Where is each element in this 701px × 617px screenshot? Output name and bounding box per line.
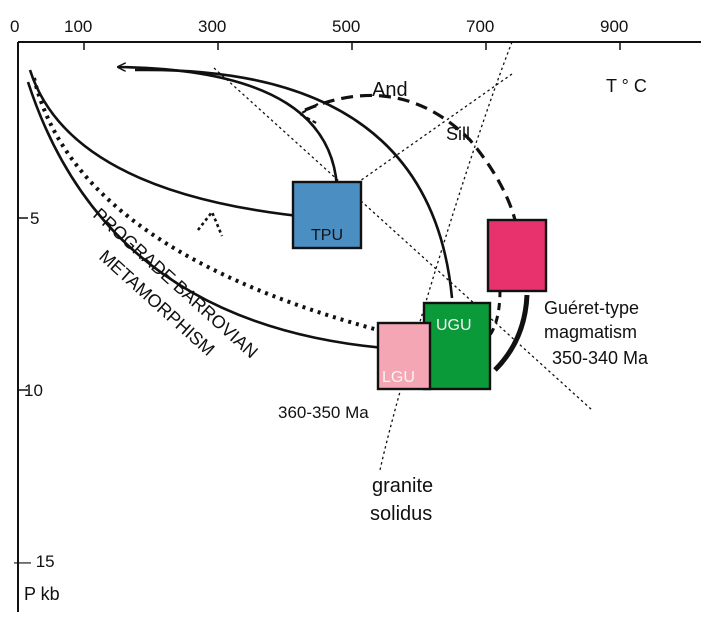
x-axis-label: T ° C: [606, 76, 647, 96]
solidus-label-line1: granite: [372, 475, 433, 497]
y-axis-label: P kb: [24, 584, 60, 604]
andalusite-sillimanite-line: [349, 73, 513, 189]
gueret-dashed-link: [488, 289, 502, 336]
ugu-label: UGU: [436, 317, 472, 334]
tpu-box: [291, 180, 363, 250]
y-tick-label: — 15: [14, 552, 55, 571]
solidus-label-line2: solidus: [370, 503, 432, 525]
andalusite-label: And: [372, 79, 408, 101]
x-tick-label: 0: [10, 17, 19, 36]
gueret-label-line2: magmatism: [544, 322, 637, 342]
dashed-pt-loop: [304, 93, 522, 256]
x-tick-label: 500: [332, 17, 360, 36]
gueret-label-line3: 350-340 Ma: [552, 348, 649, 368]
ugu-exhumation-path: [134, 68, 454, 299]
gueret-box: [486, 218, 548, 293]
x-ticks: [83, 42, 621, 50]
x-tick-label: 700: [466, 17, 494, 36]
lgu-box: [376, 321, 432, 391]
y-tick-label: 10: [24, 381, 43, 400]
dotted-open-arrowhead: [196, 209, 224, 237]
granite-solidus-curve: [379, 41, 513, 471]
tpu-prograde-path: [28, 69, 318, 218]
lgu-prograde-path: [26, 81, 413, 350]
x-tick-label: 900: [600, 17, 628, 36]
gueret-label-line1: Guéret-type: [544, 298, 639, 318]
gueret-thick-curve: [493, 294, 530, 372]
y-ticks: [18, 217, 28, 391]
reaction-lines: [213, 41, 593, 471]
x-tick-label: 100: [64, 17, 92, 36]
tpu-label: TPU: [311, 227, 343, 244]
y-tick-label: 5: [30, 209, 39, 228]
lgu-label: LGU: [382, 369, 415, 386]
age-label-lower: 360-350 Ma: [278, 403, 369, 422]
x-tick-label: 300: [198, 17, 226, 36]
kyanite-sillimanite-line: [213, 67, 593, 411]
prograde-label-line1: PROGRADE BARROVIAN: [89, 204, 261, 362]
sillimanite-label: Sill: [446, 124, 470, 144]
ugu-box: [422, 301, 492, 391]
